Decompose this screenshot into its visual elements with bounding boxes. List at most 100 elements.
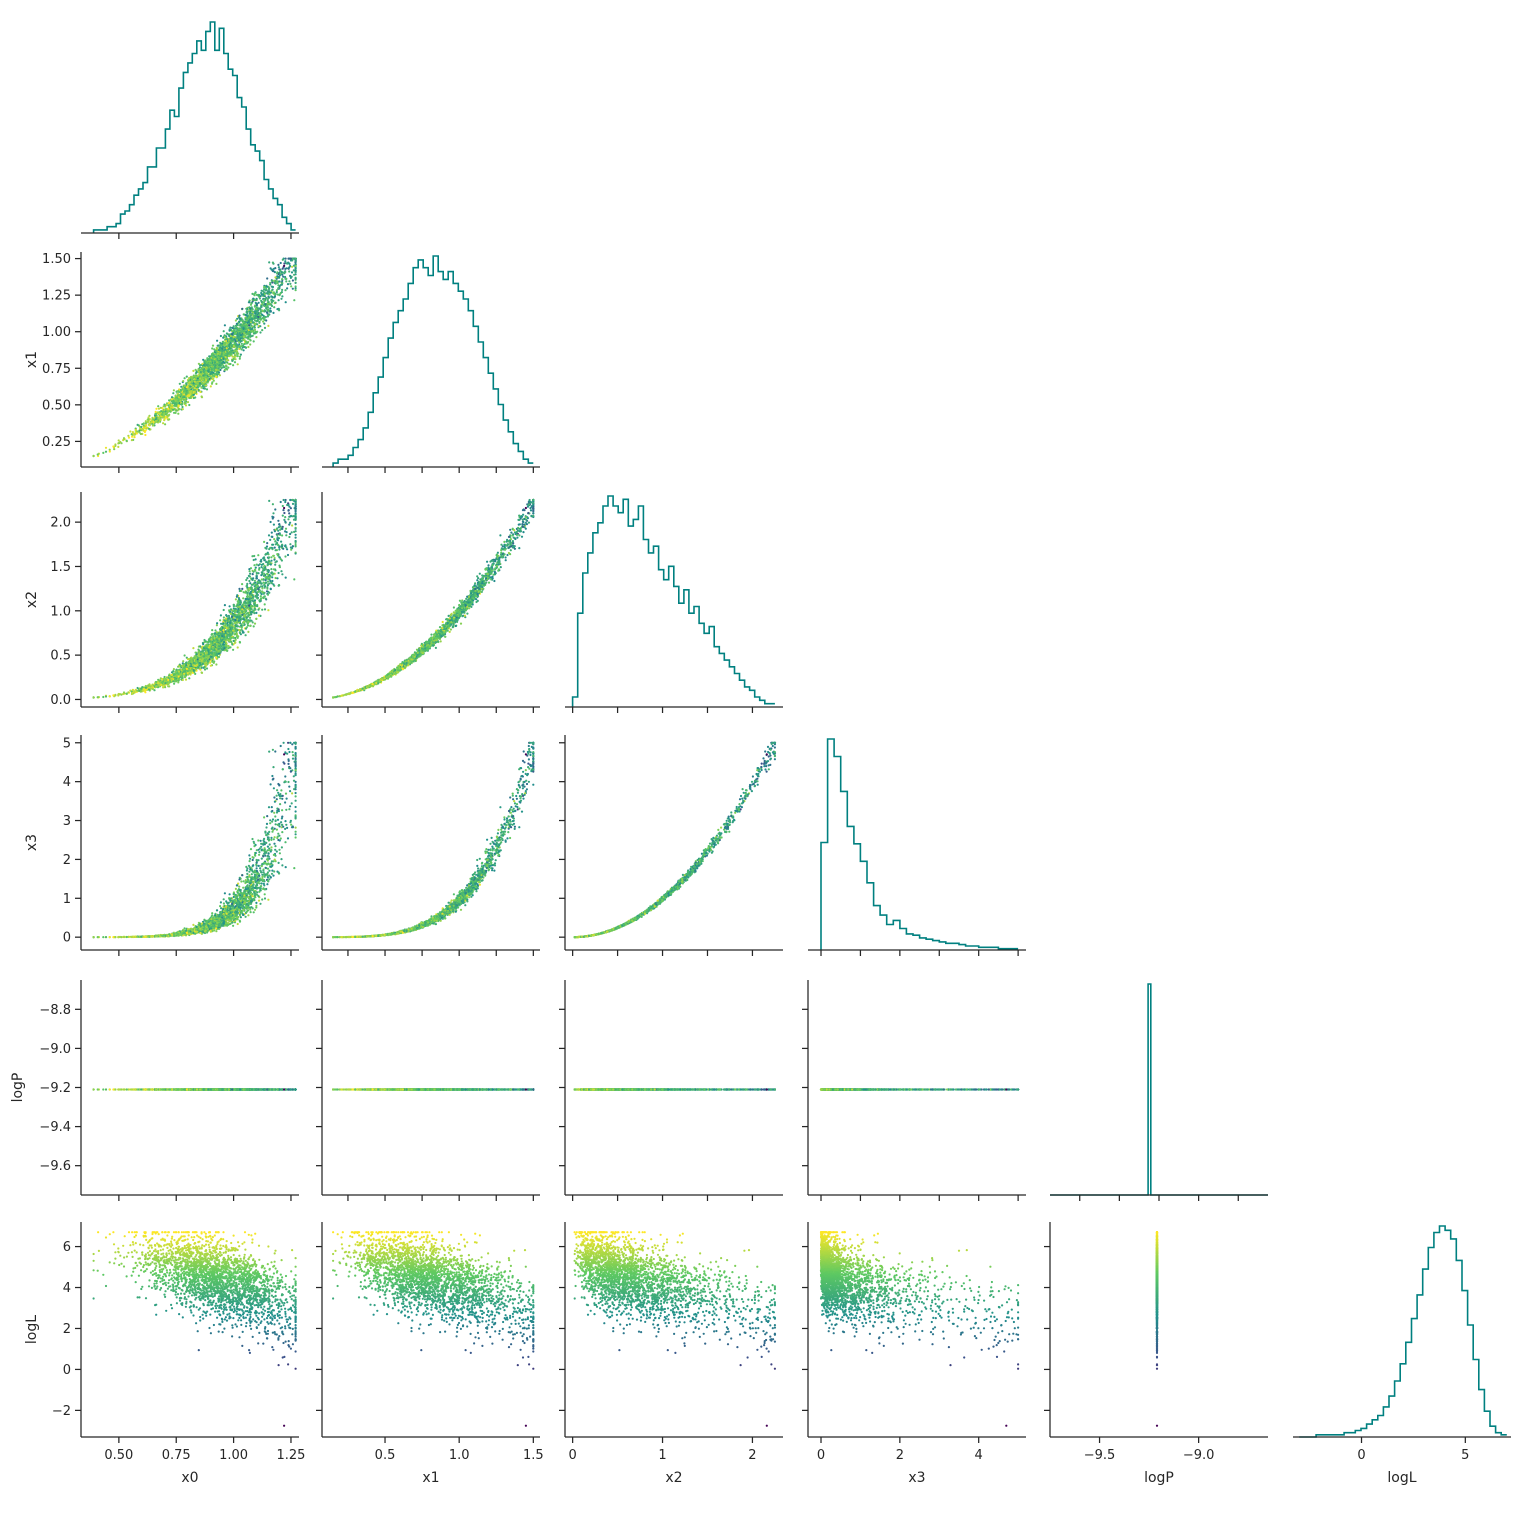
scatter-point bbox=[253, 599, 257, 602]
scatter-point bbox=[157, 405, 160, 408]
scatter-point bbox=[190, 379, 193, 382]
scatter-point bbox=[186, 394, 189, 398]
scatter-point bbox=[257, 564, 260, 567]
scatter-point bbox=[241, 608, 244, 611]
scatter-point bbox=[245, 336, 248, 339]
scatter-point bbox=[231, 355, 234, 358]
scatter-point bbox=[250, 324, 253, 327]
scatter-point bbox=[274, 276, 277, 279]
scatter-point bbox=[117, 439, 120, 442]
scatter-point bbox=[277, 519, 280, 522]
scatter-point bbox=[167, 401, 170, 405]
scatter-point bbox=[199, 364, 202, 367]
scatter-point bbox=[214, 361, 217, 364]
scatter-point bbox=[231, 643, 234, 646]
scatter-point bbox=[243, 615, 246, 618]
scatter-point bbox=[264, 553, 267, 556]
scatter-point bbox=[241, 319, 244, 322]
scatter-point bbox=[257, 554, 260, 557]
scatter-point bbox=[184, 401, 187, 404]
scatter-point bbox=[148, 414, 151, 417]
scatter-point bbox=[133, 433, 136, 436]
scatter-point bbox=[271, 279, 274, 282]
scatter-point bbox=[263, 595, 266, 598]
scatter-point bbox=[277, 284, 280, 287]
scatter-point bbox=[227, 644, 230, 648]
scatter-point bbox=[281, 267, 284, 270]
scatter-point bbox=[222, 346, 225, 349]
scatter-point bbox=[127, 434, 130, 437]
scatter-point bbox=[274, 508, 277, 511]
scatter-point bbox=[245, 307, 248, 310]
scatter-point bbox=[119, 440, 122, 444]
scatter-point bbox=[197, 368, 200, 371]
scatter-point bbox=[215, 382, 218, 385]
scatter-point bbox=[189, 396, 192, 399]
scatter-point bbox=[250, 604, 253, 607]
scatter-point bbox=[166, 414, 169, 417]
scatter-point bbox=[183, 377, 186, 380]
scatter-point bbox=[286, 553, 290, 557]
scatter-point bbox=[146, 421, 150, 424]
scatter-point bbox=[177, 396, 181, 399]
scatter-point bbox=[249, 619, 252, 622]
scatter-point bbox=[252, 314, 255, 317]
scatter-point bbox=[259, 595, 262, 598]
scatter-point bbox=[232, 639, 235, 643]
scatter-point bbox=[246, 624, 250, 627]
scatter-point bbox=[237, 339, 240, 342]
scatter-point bbox=[185, 386, 188, 389]
scatter-point bbox=[104, 450, 108, 453]
scatter-point bbox=[123, 692, 126, 695]
scatter-point bbox=[194, 396, 197, 399]
scatter-point bbox=[282, 498, 285, 502]
scatter-point bbox=[242, 338, 245, 341]
scatter-point bbox=[138, 431, 141, 434]
scatter-point bbox=[259, 331, 262, 334]
scatter-point bbox=[130, 439, 133, 442]
scatter-point bbox=[274, 282, 277, 285]
scatter-point bbox=[193, 655, 196, 658]
scatter-point bbox=[129, 430, 132, 433]
scatter-point bbox=[238, 332, 241, 335]
scatter-point bbox=[108, 695, 111, 698]
scatter-point bbox=[234, 343, 237, 346]
scatter-point bbox=[207, 370, 210, 373]
scatter-point bbox=[187, 379, 190, 382]
scatter-point bbox=[167, 404, 170, 407]
scatter-point bbox=[235, 605, 238, 608]
scatter-point bbox=[215, 375, 218, 378]
scatter-point bbox=[108, 448, 111, 451]
scatter-point bbox=[157, 678, 160, 681]
scatter-point bbox=[247, 335, 250, 338]
scatter-point bbox=[206, 640, 209, 644]
scatter-point bbox=[276, 534, 279, 537]
scatter-point bbox=[180, 403, 183, 406]
y-tick-label: 0.50 bbox=[42, 398, 71, 413]
scatter-point bbox=[141, 427, 144, 431]
scatter-point bbox=[242, 349, 245, 352]
scatter-point bbox=[253, 607, 256, 610]
scatter-point bbox=[294, 264, 297, 268]
scatter-point bbox=[164, 686, 167, 689]
scatter-point bbox=[253, 554, 256, 558]
scatter-point bbox=[144, 426, 147, 429]
scatter-point bbox=[216, 622, 219, 625]
scatter-point bbox=[233, 622, 237, 625]
scatter-point bbox=[222, 330, 225, 333]
scatter-point bbox=[125, 439, 128, 442]
scatter-point bbox=[263, 583, 266, 587]
scatter-point bbox=[240, 626, 243, 629]
scatter-point bbox=[188, 390, 191, 393]
scatter-point bbox=[268, 261, 271, 264]
scatter-point bbox=[222, 353, 225, 356]
scatter-point bbox=[200, 396, 204, 399]
scatter-point bbox=[260, 558, 263, 562]
scatter-point bbox=[223, 636, 226, 639]
scatter-point bbox=[247, 630, 250, 634]
scatter-point bbox=[253, 317, 256, 320]
scatter-point bbox=[255, 320, 258, 323]
scatter-point bbox=[253, 622, 257, 625]
scatter-point bbox=[218, 363, 221, 367]
scatter-point bbox=[270, 295, 273, 298]
